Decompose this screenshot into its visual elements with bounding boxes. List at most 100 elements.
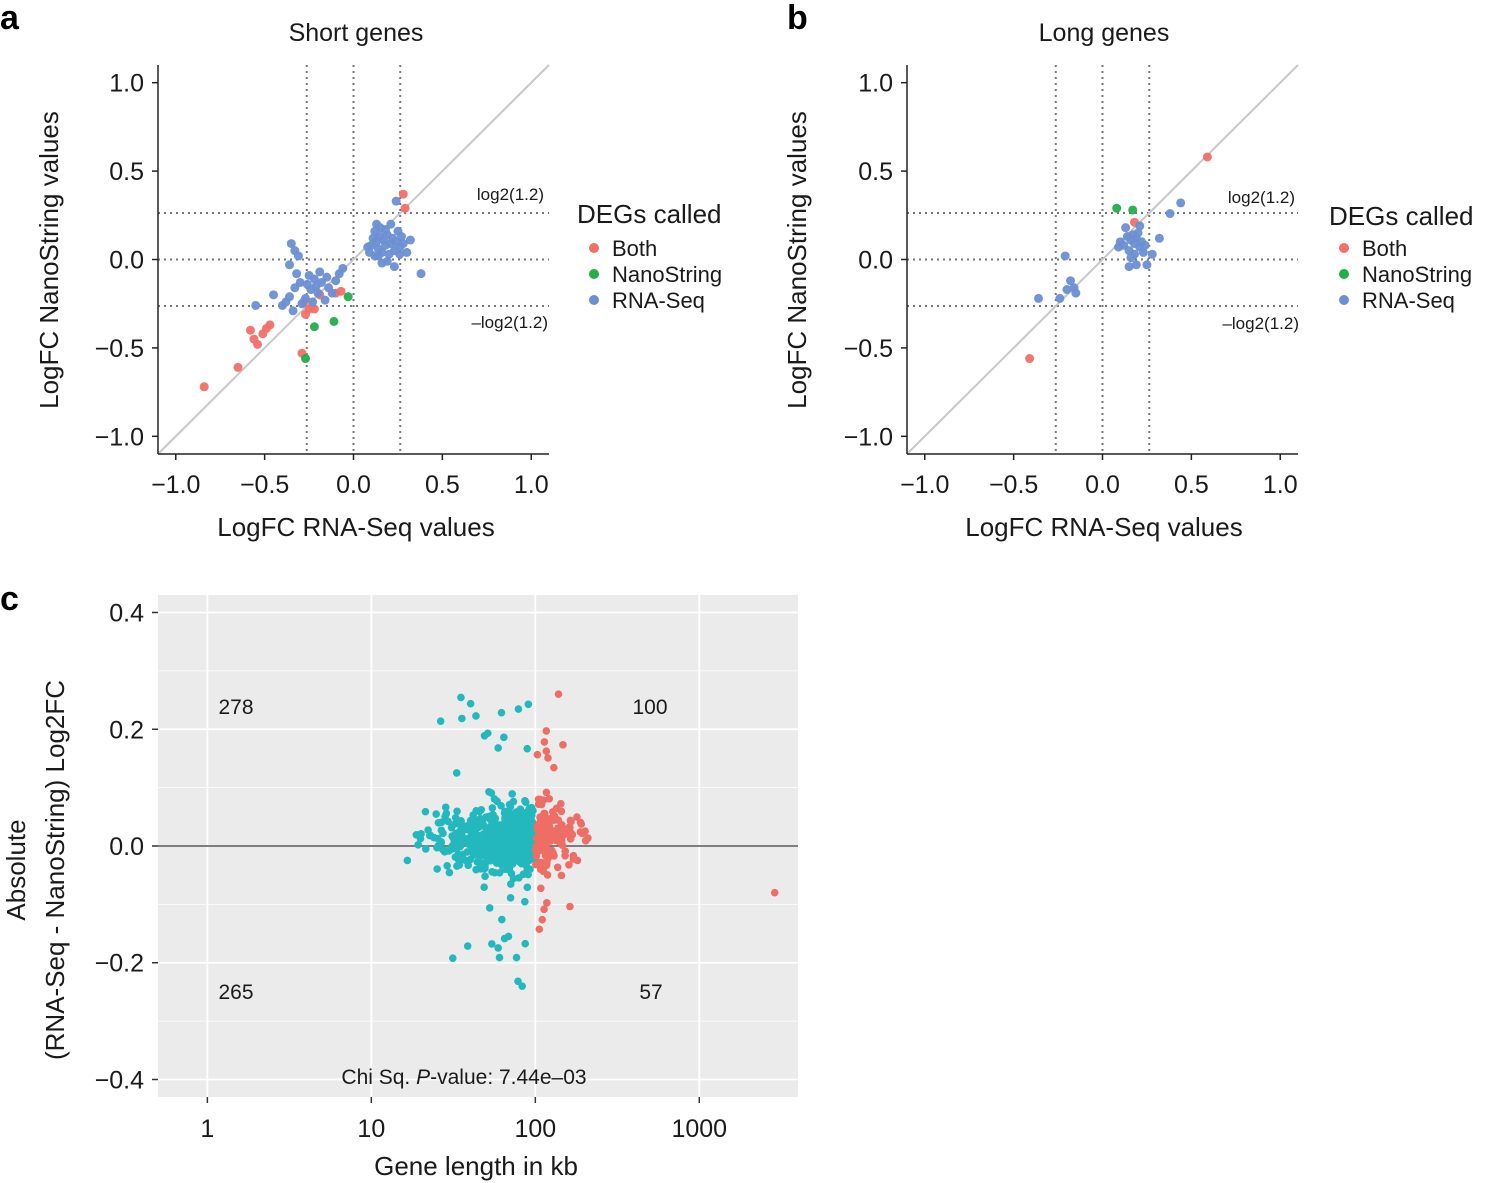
point-rnaseq (1147, 249, 1157, 259)
panel-b-legend-title: DEGs called (1329, 201, 1474, 231)
point-long-gene (531, 846, 540, 854)
point-short-gene (514, 977, 522, 986)
panel-c-gene-length: 1 10 100 1000−0.4−0.20.00.20.4 278 100 265 … (1, 595, 798, 1181)
point-short-gene (526, 820, 534, 828)
x-tick-label: −1.0 (900, 471, 949, 499)
point-short-gene (403, 856, 412, 865)
point-short-gene (512, 953, 521, 962)
point-long-gene (540, 738, 549, 746)
panel-a-points (199, 189, 426, 392)
point-nanostring (301, 354, 311, 364)
panel-b-y-axis-label: LogFC NanoString values (782, 111, 812, 409)
panel-a-upper-threshold-label: log2(1.2) (477, 185, 544, 204)
point-short-gene (500, 733, 508, 742)
panel-a-legend-title: DEGs called (577, 199, 722, 229)
legend-key-rnaseq (1339, 295, 1349, 305)
count-bottom-right: 57 (639, 981, 662, 1004)
point-long-gene (558, 841, 567, 849)
y-tick-label: −0.4 (95, 1066, 144, 1094)
point-short-gene (453, 807, 461, 816)
y-tick-label: −0.5 (95, 335, 144, 363)
point-rnaseq (1176, 198, 1186, 208)
point-long-gene (542, 861, 551, 870)
point-short-gene (525, 836, 534, 844)
x-tick-label: 0.5 (425, 471, 460, 499)
legend-key-nanostring (589, 269, 599, 279)
panel-letter-c: c (0, 580, 19, 618)
panel-b-upper-threshold-label: log2(1.2) (1228, 188, 1295, 207)
point-short-gene (521, 939, 530, 948)
point-short-gene (524, 700, 533, 709)
panel-b-points (1025, 152, 1212, 364)
point-short-gene (414, 841, 422, 849)
point-short-gene (508, 817, 516, 826)
y-tick-label: −1.0 (95, 423, 144, 451)
identity-line (157, 64, 550, 455)
point-short-gene (502, 851, 511, 860)
panel-b-axes: −1.0 −0.5 0.0 0.5 1.0 −1.0 −0.5 0.0 0.5 1.0 (844, 65, 1298, 499)
legend-label-rnaseq: RNA-Seq (612, 288, 705, 313)
point-short-gene (498, 915, 506, 924)
point-rnaseq (1121, 223, 1131, 233)
panel-c-y-axis-label-line2: (RNA-Seq - NanoString) Log2FC (40, 680, 70, 1060)
point-short-gene (515, 858, 524, 866)
point-short-gene (457, 828, 466, 837)
point-short-gene (520, 809, 529, 817)
point-rnaseq (1133, 228, 1143, 238)
point-short-gene (497, 801, 505, 810)
point-short-gene (523, 883, 532, 892)
y-tick-label: 0.0 (858, 247, 893, 275)
point-long-gene (538, 915, 547, 924)
y-tick-label: 0.0 (109, 833, 144, 861)
point-long-gene (549, 849, 557, 858)
legend-label-rnaseq: RNA-Seq (1362, 288, 1455, 313)
panel-c-y-axis-label-line1: Absolute (1, 819, 31, 920)
point-long-gene (559, 741, 567, 749)
point-nanostring (1112, 203, 1122, 213)
y-tick-label: 0.4 (109, 600, 144, 628)
point-short-gene (492, 856, 500, 865)
point-short-gene (519, 870, 528, 879)
point-long-gene (540, 905, 548, 914)
point-short-gene (463, 942, 472, 950)
point-rnaseq (1126, 253, 1136, 263)
point-short-gene (479, 830, 488, 838)
point-nanostring (1128, 205, 1138, 215)
legend-label-nanostring: NanoString (612, 262, 722, 287)
point-rnaseq (1138, 247, 1148, 257)
point-long-gene (568, 830, 577, 839)
y-tick-label: −0.5 (844, 335, 893, 363)
point-long-gene (542, 727, 551, 735)
point-long-gene (547, 832, 556, 840)
point-rnaseq (322, 272, 332, 282)
x-tick-label: −1.0 (151, 471, 200, 499)
point-rnaseq (315, 267, 325, 277)
point-rnaseq (1060, 251, 1070, 261)
point-short-gene (466, 838, 474, 847)
point-long-gene (573, 813, 581, 821)
point-long-gene (566, 902, 574, 911)
point-short-gene (416, 834, 425, 843)
point-long-gene (565, 860, 573, 869)
point-both (265, 320, 275, 330)
legend-key-both (589, 243, 599, 253)
point-short-gene (434, 818, 443, 827)
panel-a-axes: −1.0 −0.5 0.0 0.5 1.0 −1.0 −0.5 0.0 0.5 1.0 (95, 65, 549, 499)
point-both (1025, 354, 1035, 364)
legend-label-nanostring: NanoString (1362, 262, 1472, 287)
point-short-gene (436, 717, 445, 726)
point-short-gene (458, 855, 467, 863)
point-rnaseq (308, 297, 318, 307)
point-short-gene (421, 845, 430, 853)
point-long-gene (584, 834, 592, 842)
panel-b-legend: DEGs called Both NanoString RNA-Seq (1329, 201, 1474, 313)
point-short-gene (472, 865, 480, 874)
point-rnaseq (1034, 293, 1044, 303)
point-rnaseq (285, 292, 295, 302)
point-short-gene (518, 839, 527, 847)
point-rnaseq (382, 256, 392, 266)
point-rnaseq (402, 247, 412, 257)
point-short-gene (480, 883, 488, 892)
point-rnaseq (269, 290, 279, 300)
point-rnaseq (1055, 293, 1065, 303)
